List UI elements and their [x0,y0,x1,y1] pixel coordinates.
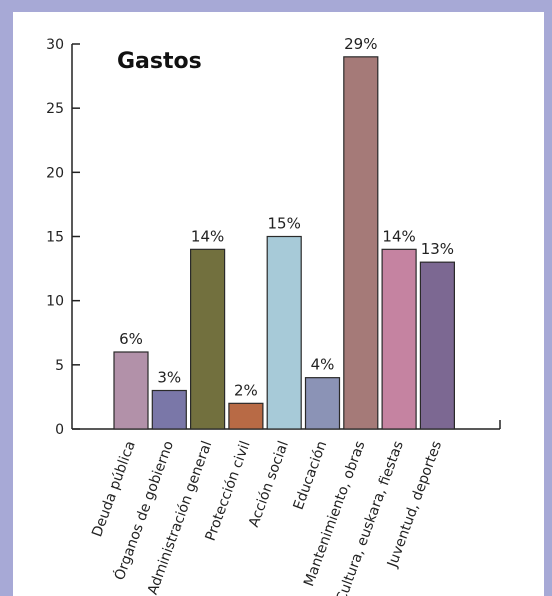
bar [151,389,187,430]
bar [343,56,379,430]
y-tick-label: 15 [46,230,64,246]
y-axis-ticks: 0 5 10 15 20 25 30 [46,37,80,438]
data-label: 15% [268,215,301,233]
data-label: 4% [311,356,335,374]
data-labels-group: 6% 3% 14% 2% 15% 4% 29% 14% 13% [119,35,454,400]
bar [304,377,341,430]
y-tick-label: 25 [46,101,64,117]
bar [228,402,264,430]
y-tick-label: 0 [55,422,64,438]
bar [419,261,455,430]
chart-title: Gastos [117,49,202,74]
bar [190,248,226,430]
y-tick-label: 30 [46,37,64,53]
bars-group [113,56,455,430]
data-label: 6% [119,330,143,348]
bar [381,248,417,430]
category-label: Educación [291,439,331,512]
data-label: 29% [344,35,377,53]
bar [113,351,149,430]
y-tick-label: 5 [55,358,64,374]
bar [266,235,302,430]
y-tick-label: 10 [46,294,64,310]
data-label: 14% [382,227,415,245]
data-label: 13% [421,240,454,258]
data-label: 14% [191,227,224,245]
chart-card: 0 5 10 15 20 25 30 6% 3% 14% 2% 15% 4% 29% 14% 13% Deu… [13,12,544,596]
data-label: 3% [157,369,181,387]
category-label: Acción social [246,439,292,529]
bar-chart: 0 5 10 15 20 25 30 6% 3% 14% 2% 15% 4% 29% 14% 13% Deu… [46,35,501,596]
y-tick-label: 20 [46,165,64,181]
data-label: 2% [234,381,258,399]
